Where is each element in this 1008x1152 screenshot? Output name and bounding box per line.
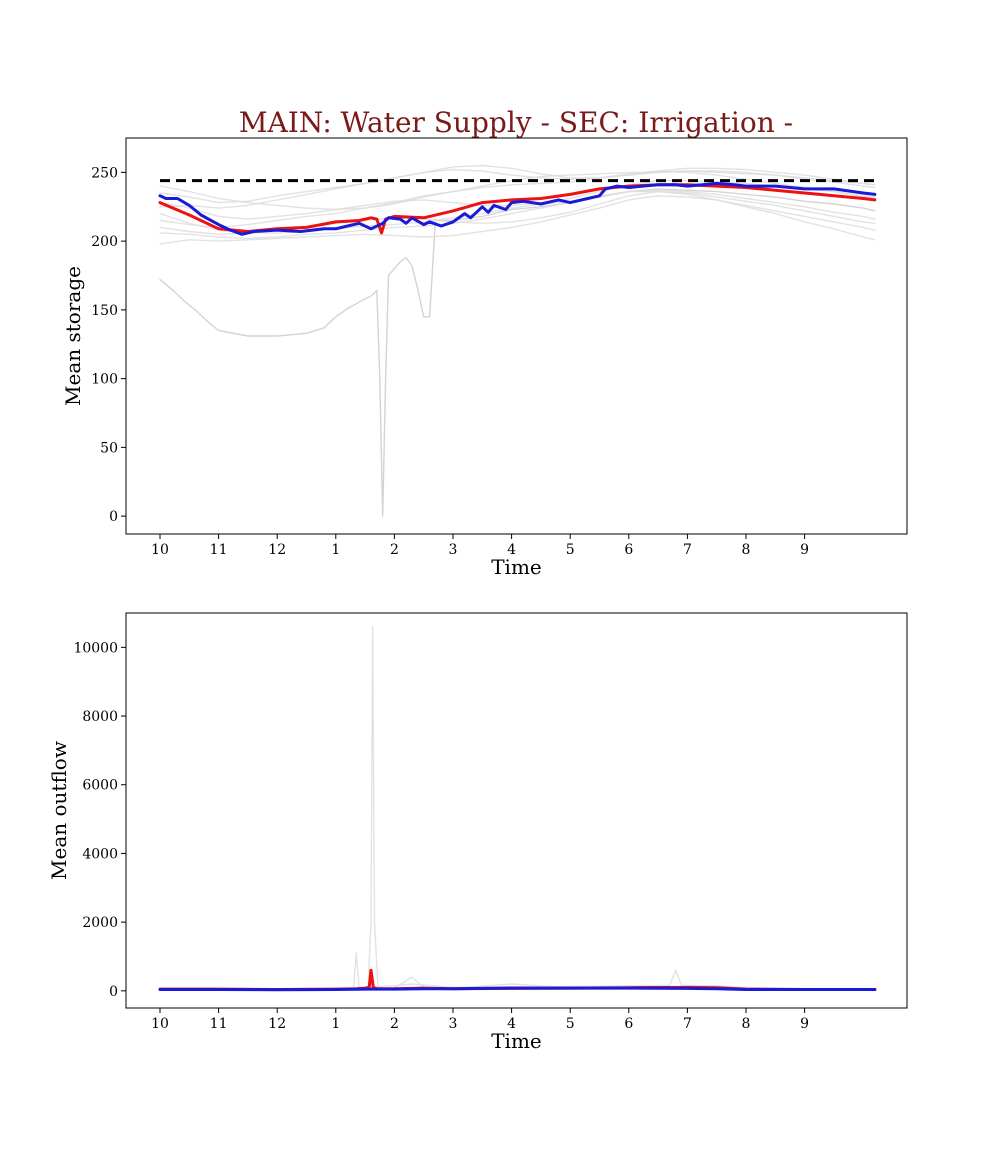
x-tick-label: 4	[507, 542, 516, 558]
x-tick-label: 3	[449, 542, 458, 558]
x-tick-label: 8	[742, 1016, 751, 1032]
x-tick-label: 11	[210, 542, 228, 558]
series-line-ensemble	[159, 195, 876, 245]
x-axis-label: Time	[491, 1029, 542, 1053]
y-tick-label: 0	[109, 509, 118, 525]
x-tick-label: 12	[268, 1016, 286, 1032]
x-tick-label: 6	[624, 542, 633, 558]
x-tick-label: 9	[800, 1016, 809, 1032]
x-tick-label: 7	[683, 542, 692, 558]
y-axis-label: Mean storage	[61, 266, 85, 406]
y-tick-label: 6000	[82, 778, 118, 794]
series-line-highlight-blue	[158, 986, 877, 992]
x-tick-label: 1	[331, 542, 340, 558]
y-tick-label: 100	[91, 372, 118, 388]
series-line-ensemble	[159, 952, 876, 990]
x-tick-label: 5	[566, 542, 575, 558]
y-tick-label: 8000	[82, 709, 118, 725]
x-tick-label: 3	[449, 1016, 458, 1032]
y-tick-label: 200	[91, 234, 118, 250]
x-tick-label: 1	[331, 1016, 340, 1032]
x-tick-label: 10	[151, 1016, 169, 1032]
series-line-ensemble	[159, 164, 876, 204]
y-tick-label: 150	[91, 303, 118, 319]
x-tick-label: 12	[268, 542, 286, 558]
chart-title: MAIN: Water Supply - SEC: Irrigation -	[239, 106, 793, 139]
series-line-ensemble	[159, 189, 876, 240]
y-tick-label: 10000	[73, 640, 118, 656]
axes-frame	[125, 137, 908, 535]
x-tick-label: 4	[507, 1016, 516, 1032]
outflow-plot: 10 11 12 1 2 3 4 5 6 7 8 90200040006000800010000Tim…	[47, 612, 908, 1053]
series-line-highlight-red	[158, 183, 877, 235]
x-tick-label: 6	[624, 1016, 633, 1032]
series-line-ensemble	[159, 190, 876, 234]
series-line-ensemble	[159, 188, 876, 517]
axes-frame	[125, 612, 908, 1009]
x-axis-label: Time	[491, 555, 542, 579]
x-tick-label: 2	[390, 1016, 399, 1032]
x-tick-label: 5	[566, 1016, 575, 1032]
x-tick-label: 11	[210, 1016, 228, 1032]
x-tick-label: 7	[683, 1016, 692, 1032]
series-line-ensemble	[159, 168, 876, 209]
series-group	[158, 626, 877, 992]
series-line-highlight-blue	[158, 181, 877, 236]
y-tick-label: 4000	[82, 846, 118, 862]
x-tick-label: 8	[742, 542, 751, 558]
x-tick-label: 10	[151, 542, 169, 558]
x-tick-label: 2	[390, 542, 399, 558]
y-tick-label: 0	[109, 984, 118, 1000]
series-group	[158, 164, 877, 517]
y-tick-label: 50	[100, 440, 118, 456]
y-tick-label: 2000	[82, 915, 118, 931]
series-line-ensemble	[159, 626, 876, 991]
series-line-ensemble	[159, 170, 876, 211]
y-axis-label: Mean outflow	[47, 741, 71, 880]
x-tick-label: 9	[800, 542, 809, 558]
y-tick-label: 250	[91, 165, 118, 181]
